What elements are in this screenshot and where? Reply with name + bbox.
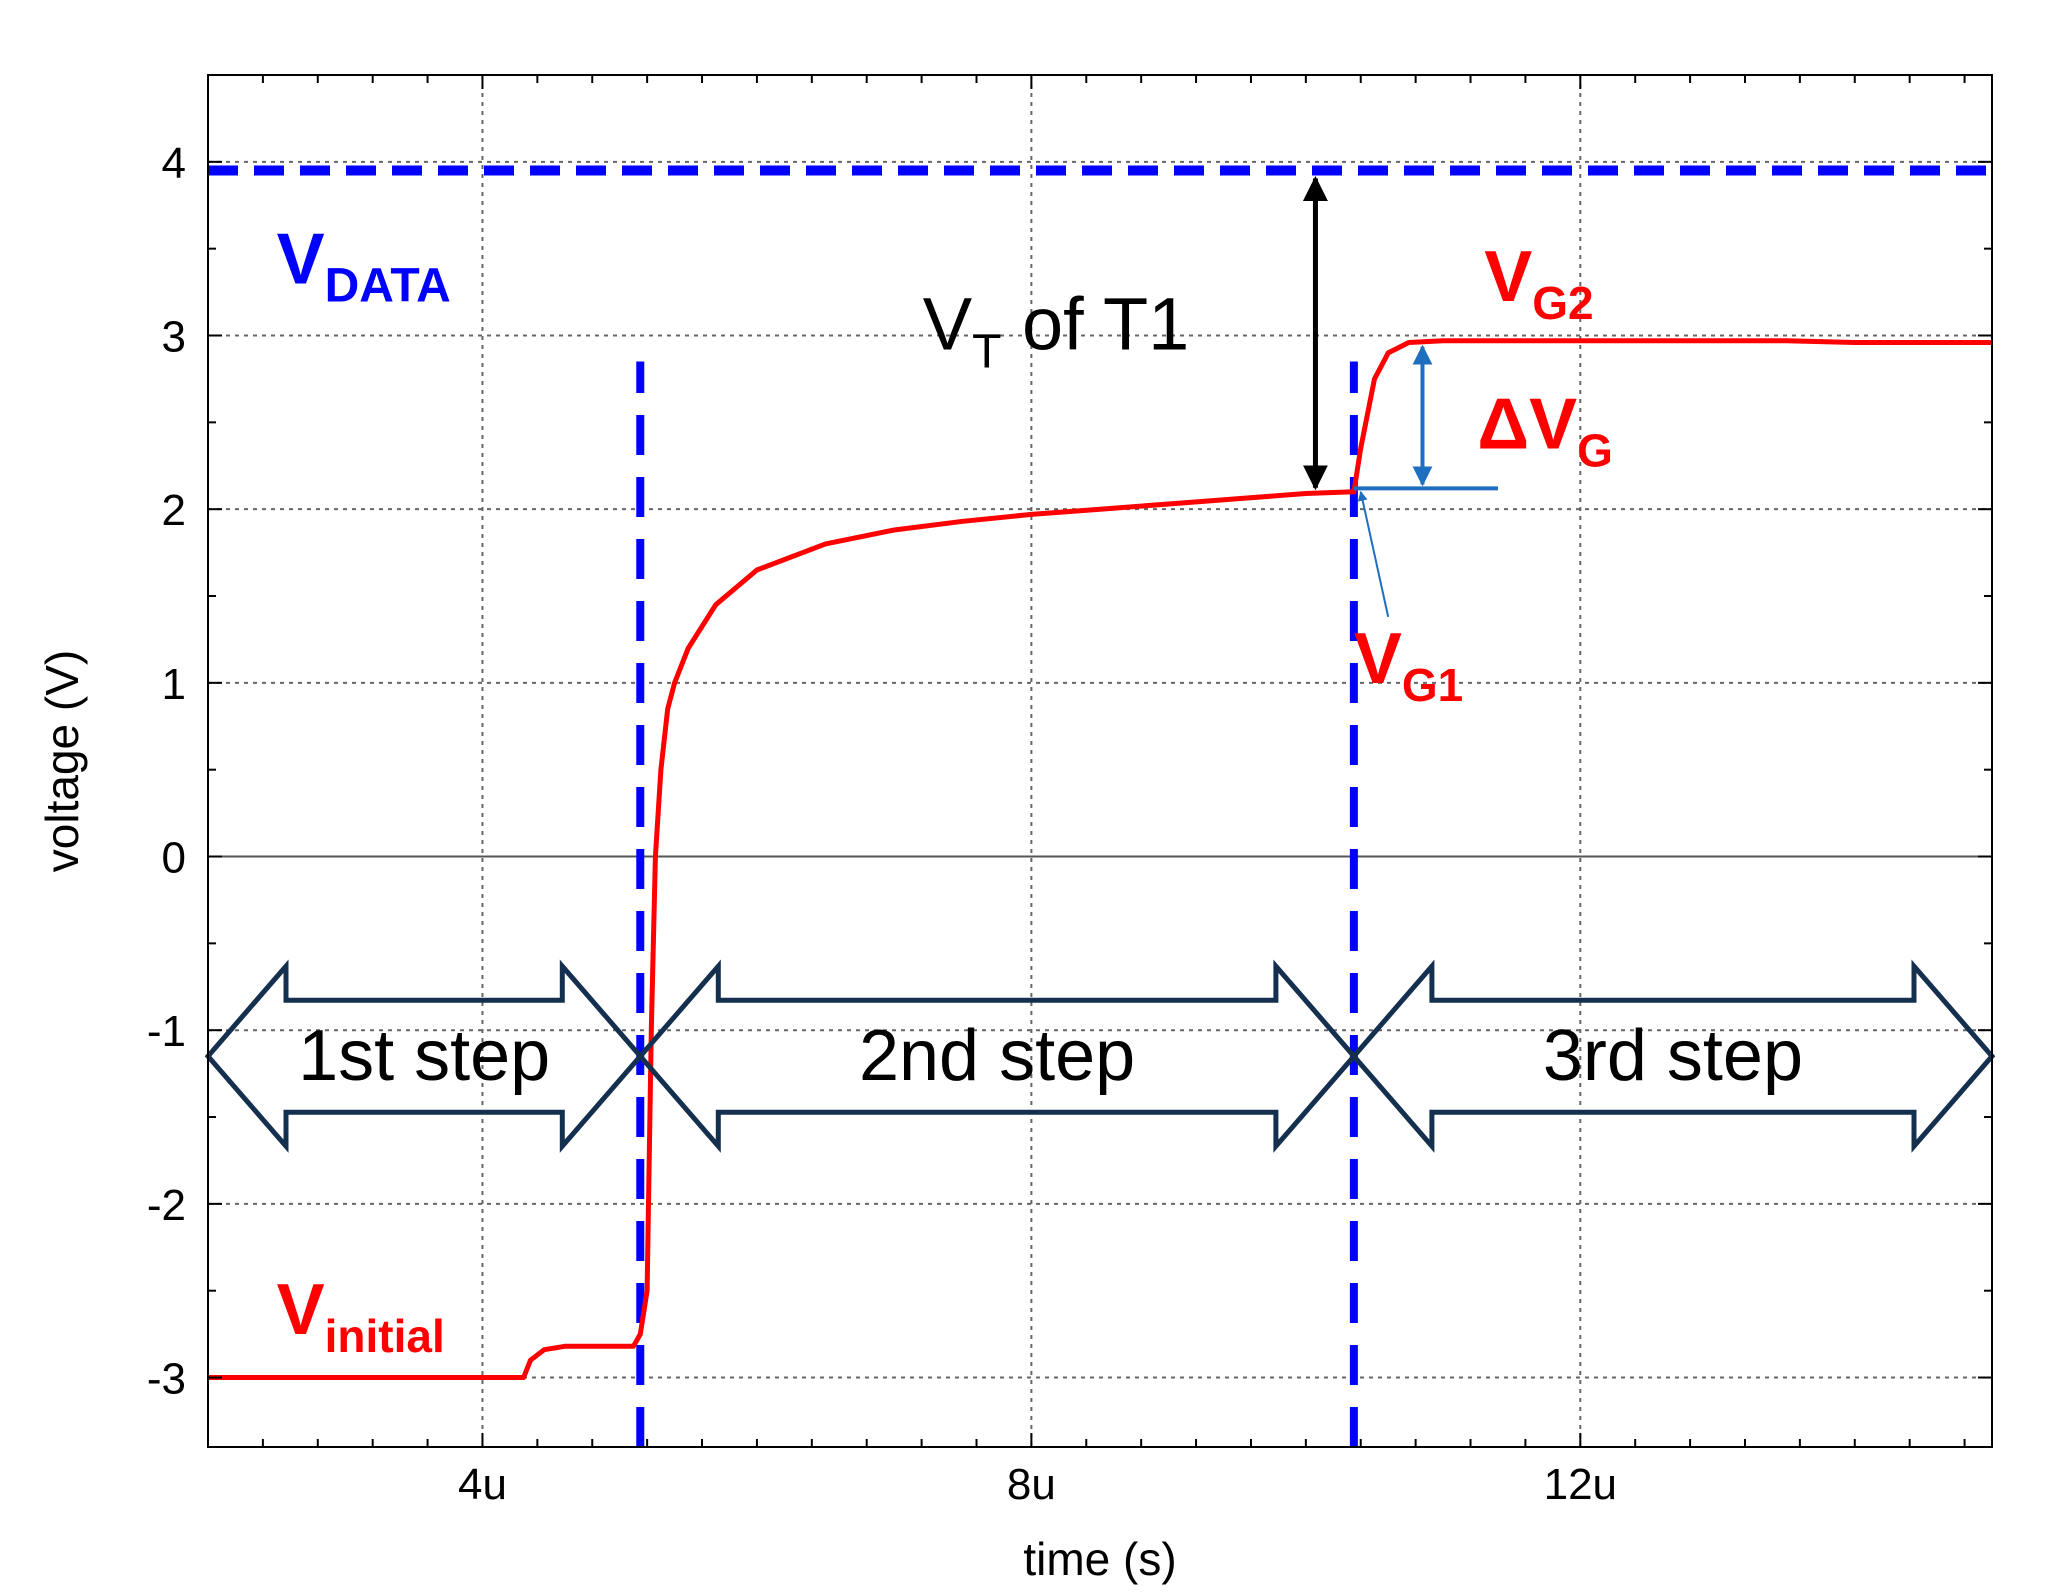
ticks: 4 3 2 1 0 -1 -2 -3 4u 8u 12u [147,74,1992,1509]
v-g1-label-subscript: G1 [1402,659,1463,711]
x-axis-label: time (s) [1023,1533,1176,1585]
y-tick-label: 1 [162,660,186,709]
v-g2-label-main: V [1484,237,1532,317]
v-initial-label-main: V [277,1270,325,1350]
y-tick-label: 4 [162,139,186,188]
y-tick-label: 3 [162,313,186,362]
plot-frame [207,74,1993,1448]
v-g2-label-subscript: G2 [1532,277,1593,329]
y-tick-label: 0 [162,834,186,883]
x-tick-label: 12u [1544,1460,1617,1509]
v-g1-label: VG1 [1354,619,1463,711]
x-tick-label: 8u [1007,1460,1056,1509]
y-axis-label: voltage (V) [36,650,88,872]
y-tick-label: -1 [147,1007,186,1056]
v-initial-label-subscript: initial [325,1310,445,1362]
v-data-label: VDATA [277,219,451,312]
v-data-label-subscript: DATA [325,259,451,312]
delta-vg-label-subscript: G [1577,424,1613,476]
v-data-label-main: V [277,219,325,299]
series [208,338,1992,1380]
vg1-pointer-arrow [1357,490,1390,618]
reference-lines [208,165,1992,1447]
x-tick-label: 4u [458,1460,507,1509]
v-g1-label-main: V [1354,619,1402,699]
y-tick-label: -3 [147,1355,186,1404]
v-g2-label: VG2 [1484,237,1593,329]
delta-vg-label: ΔVG [1477,384,1613,476]
vt-of-t1-label: VT of T1 [923,282,1190,378]
v-initial-label: Vinitial [277,1270,445,1362]
step-label: 3rd step [1543,1016,1803,1096]
delta-vg-label-main: ΔV [1477,384,1577,464]
grid [208,75,1992,1447]
y-tick-label: -2 [147,1181,186,1230]
vt-main: V [923,282,973,365]
y-tick-label: 2 [162,486,186,535]
step-label: 1st step [298,1016,550,1096]
vt-subscript: T [972,325,1001,378]
vg-series-line [208,338,1992,1380]
step-label: 2nd step [859,1016,1135,1096]
vt-rest: of T1 [1001,282,1189,365]
step-arrows: 1st step 2nd step 3rd step [204,959,1996,1153]
